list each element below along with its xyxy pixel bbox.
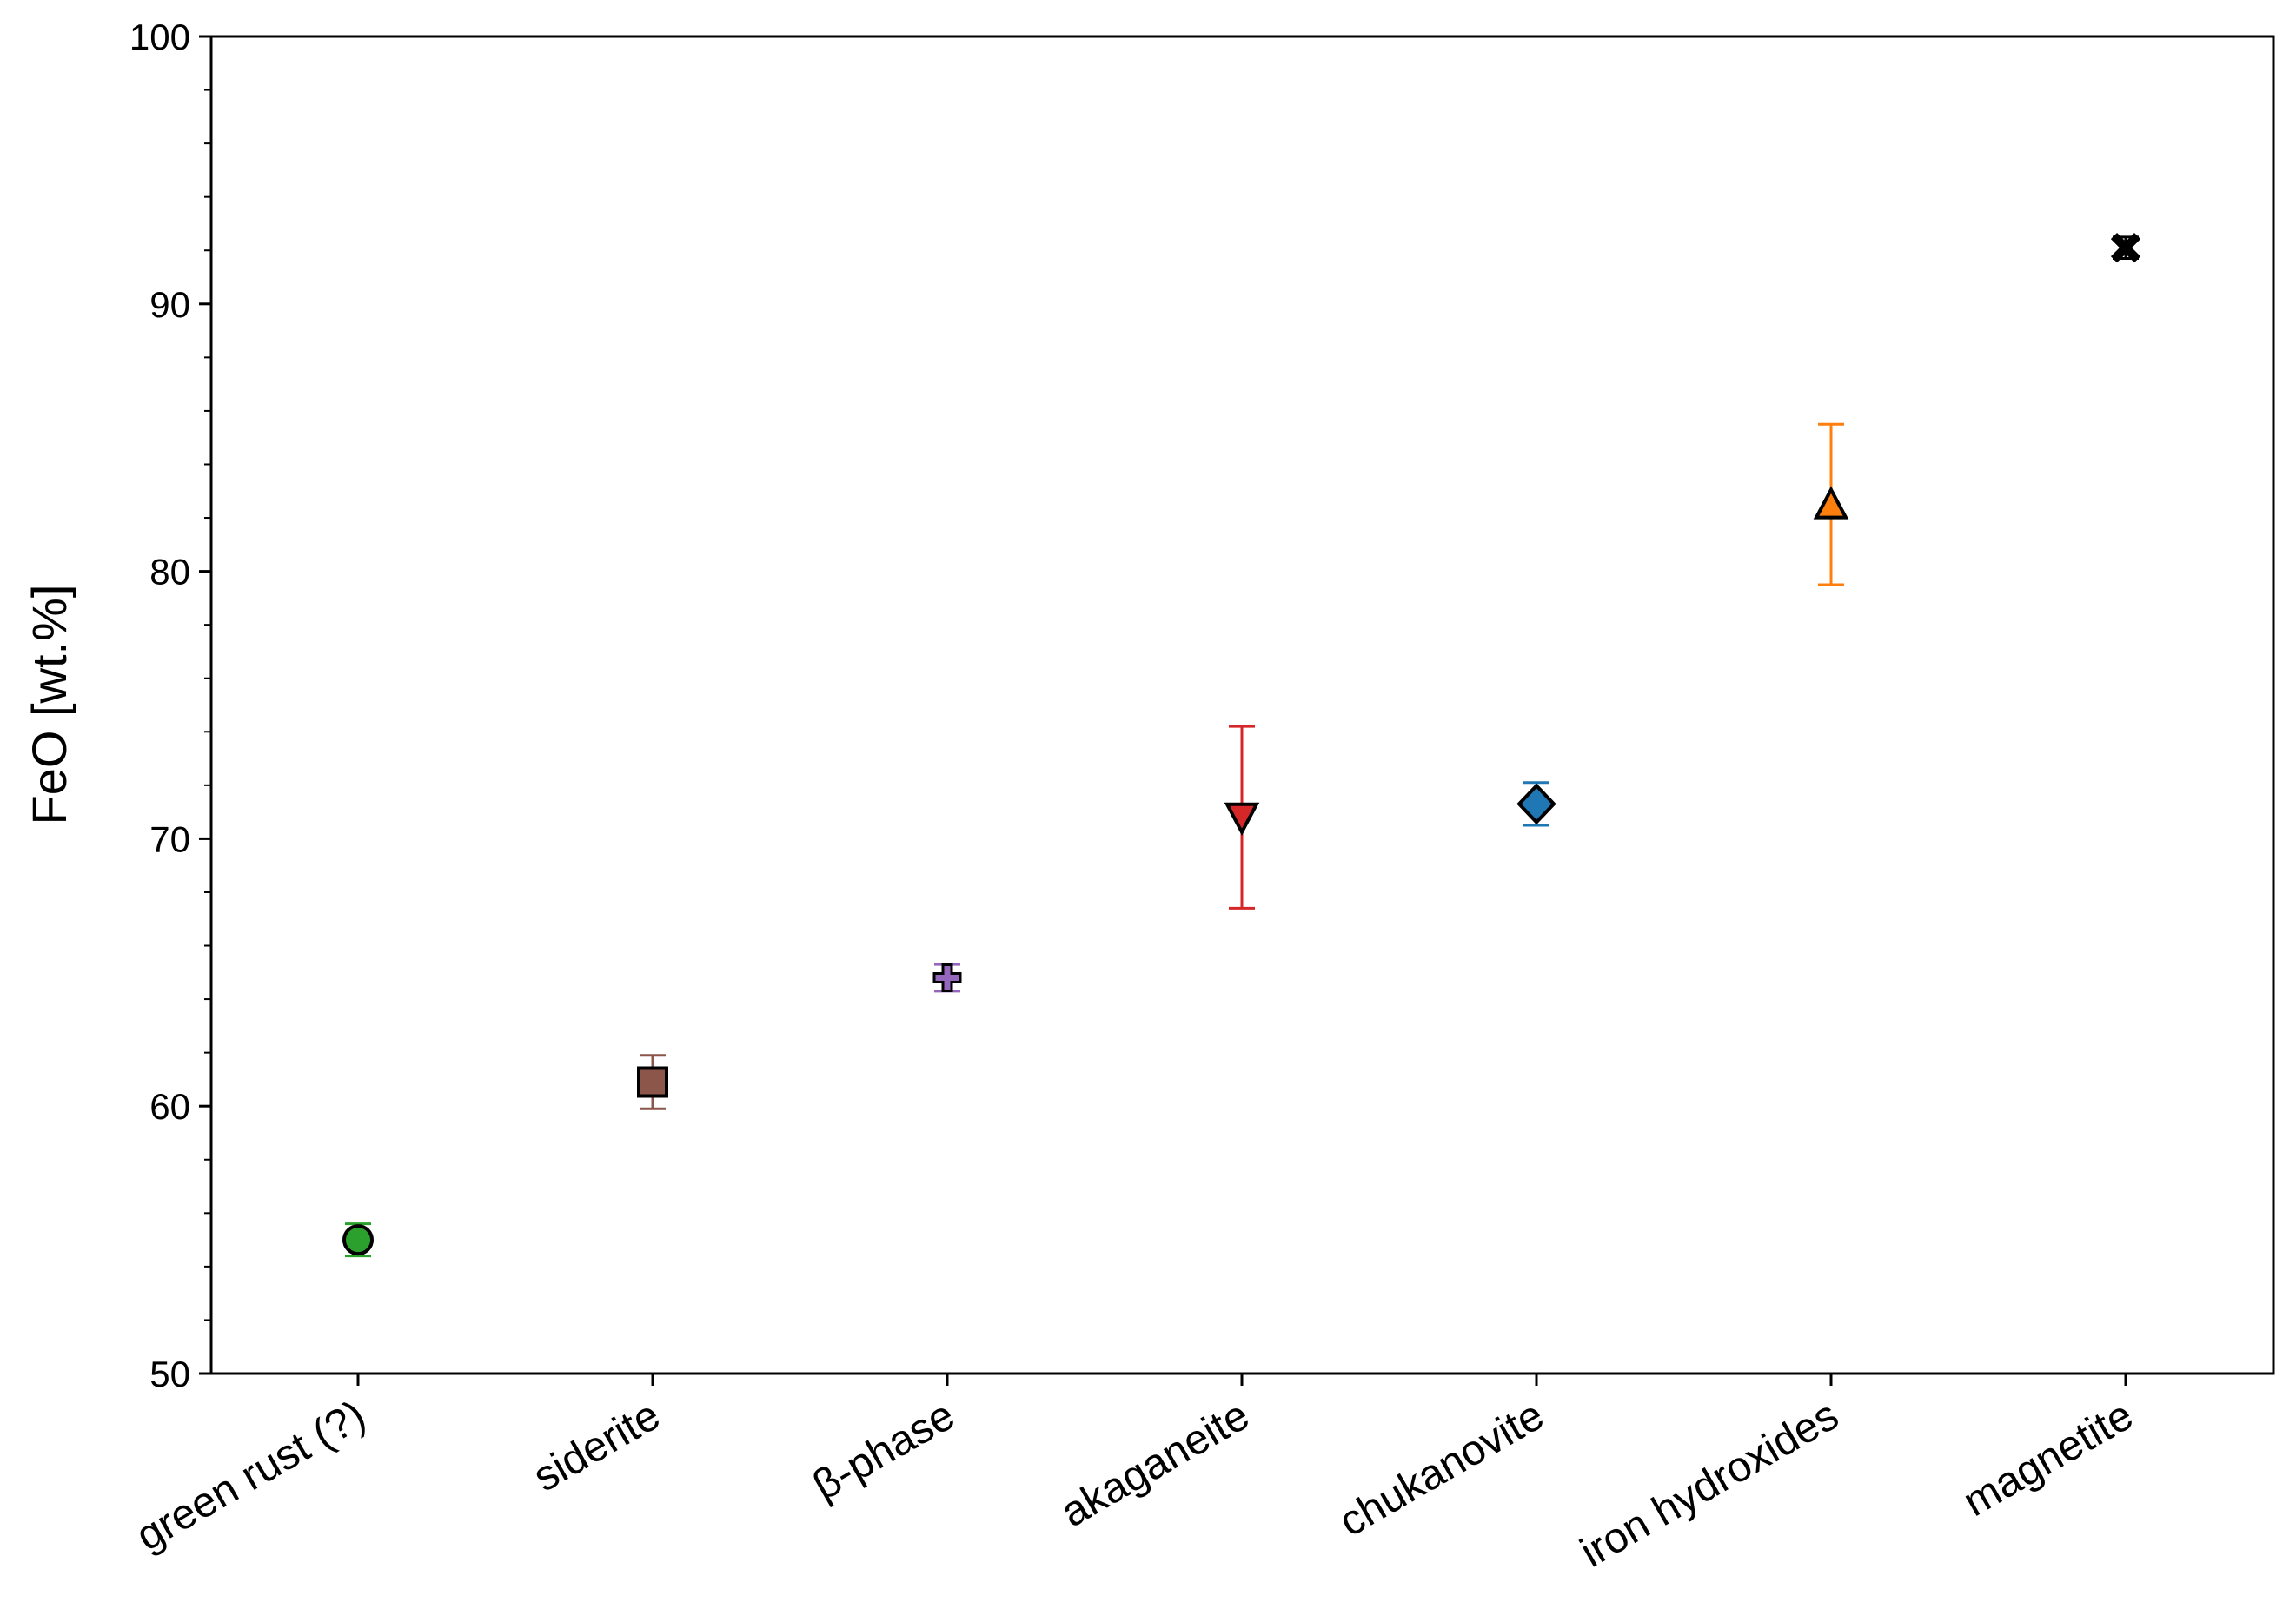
- y-tick-label: 60: [149, 1086, 190, 1127]
- marker-β-phase: [932, 963, 962, 992]
- y-tick-label: 90: [149, 284, 190, 325]
- y-axis-title: FeO [wt.%]: [22, 585, 76, 825]
- marker-akaganeite: [1224, 802, 1260, 837]
- y-tick-label: 100: [129, 17, 190, 57]
- y-tick-label: 70: [149, 818, 190, 859]
- marker-iron-hydroxides: [1813, 486, 1849, 520]
- marker-chukanovite: [1516, 783, 1556, 825]
- data-markers: [342, 233, 2141, 1256]
- plot-frame: [209, 35, 2275, 1375]
- y-tick-label: 50: [149, 1354, 190, 1394]
- marker-green-rust: [342, 1224, 374, 1256]
- y-axis: 50 60 70 80 90 100: [129, 17, 211, 1394]
- marker-magnetite: [2110, 233, 2141, 263]
- y-tick-label: 80: [149, 552, 190, 593]
- marker-siderite: [637, 1066, 668, 1098]
